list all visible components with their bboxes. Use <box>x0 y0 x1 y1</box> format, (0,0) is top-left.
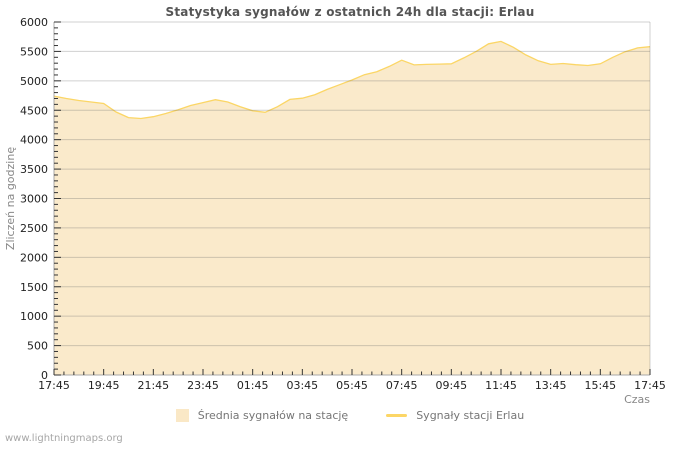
x-tick-label: 19:45 <box>88 379 120 392</box>
legend-item-average: Średnia sygnałów na stację <box>175 409 349 422</box>
y-tick-label: 2500 <box>20 222 48 235</box>
x-tick-label: 07:45 <box>386 379 418 392</box>
legend-line-swatch <box>386 414 408 417</box>
y-tick-label: 0 <box>41 369 48 382</box>
legend-item-station: Sygnały stacji Erlau <box>386 409 524 422</box>
x-tick-label: 03:45 <box>286 379 318 392</box>
y-tick-label: 3000 <box>20 193 48 206</box>
chart-legend: Średnia sygnałów na stację Sygnały stacj… <box>0 409 700 422</box>
y-tick-label: 1000 <box>20 310 48 323</box>
legend-average-label: Średnia sygnałów na stację <box>197 409 349 422</box>
x-tick-label: 17:45 <box>38 379 70 392</box>
x-tick-label: 05:45 <box>336 379 368 392</box>
x-tick-label: 09:45 <box>435 379 467 392</box>
area-series <box>54 41 650 376</box>
y-tick-label: 5000 <box>20 75 48 88</box>
x-tick-label: 23:45 <box>187 379 219 392</box>
x-tick-label: 21:45 <box>137 379 169 392</box>
y-tick-label: 4500 <box>20 104 48 117</box>
y-tick-label: 500 <box>27 340 48 353</box>
legend-area-swatch <box>175 409 189 422</box>
x-tick-label: 15:45 <box>584 379 616 392</box>
chart-title: Statystyka sygnałów z ostatnich 24h dla … <box>165 5 535 19</box>
y-tick-label: 3500 <box>20 163 48 176</box>
watermark-text: www.lightningmaps.org <box>5 433 123 444</box>
x-tick-label: 13:45 <box>535 379 567 392</box>
x-tick-label: 17:45 <box>634 379 666 392</box>
y-tick-label: 5500 <box>20 45 48 58</box>
y-tick-label: 6000 <box>20 16 48 29</box>
x-tick-label: 01:45 <box>237 379 269 392</box>
legend-station-label: Sygnały stacji Erlau <box>416 409 525 422</box>
y-tick-label: 1500 <box>20 281 48 294</box>
x-tick-label: 11:45 <box>485 379 517 392</box>
y-tick-label: 2000 <box>20 251 48 264</box>
y-tick-label: 4000 <box>20 134 48 147</box>
x-axis-name: Czas <box>624 393 650 406</box>
line-series <box>53 40 651 120</box>
y-axis-name: Zliczeń na godzinę <box>4 147 17 250</box>
